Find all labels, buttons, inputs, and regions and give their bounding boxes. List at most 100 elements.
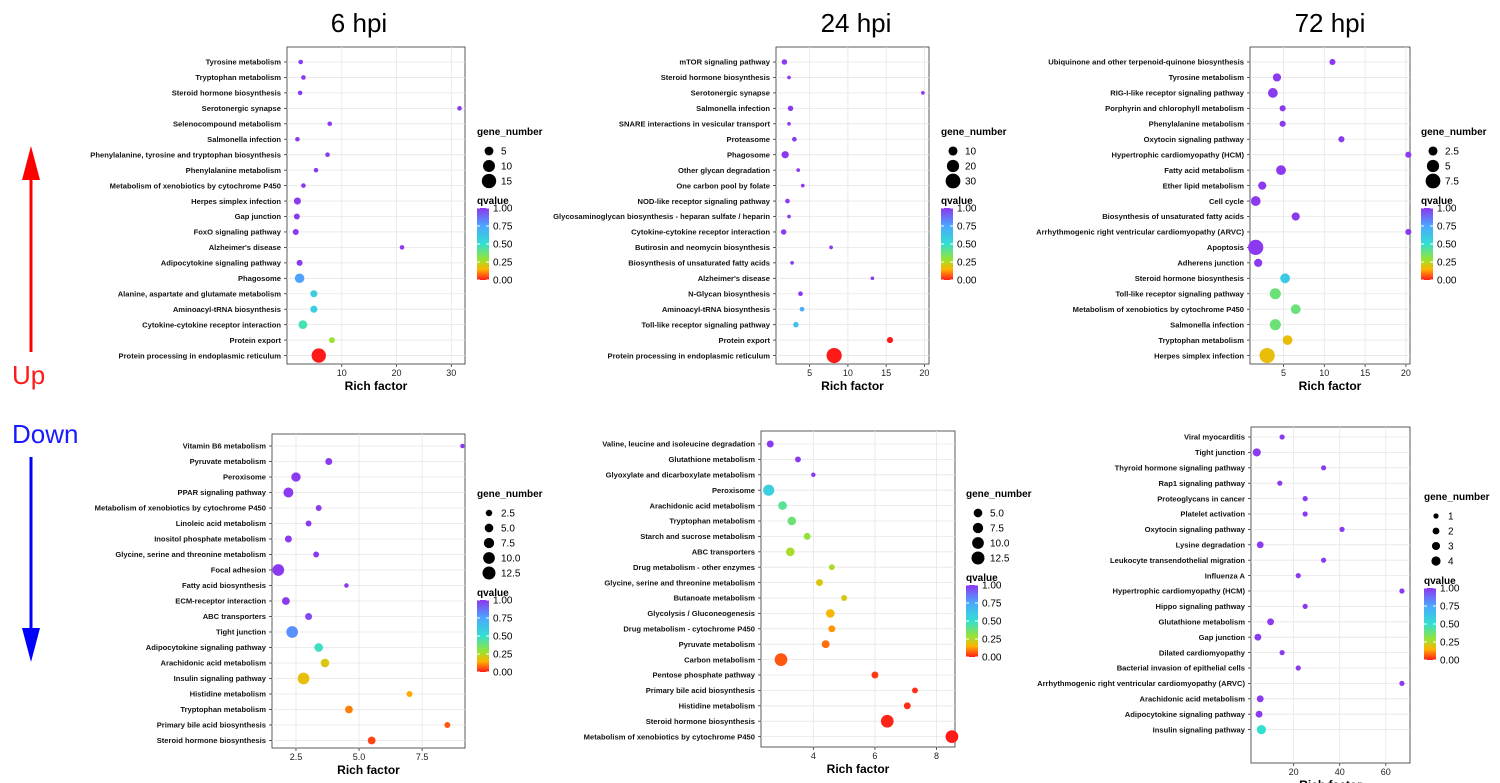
data-point (828, 625, 836, 633)
term-label: Starch and sucrose metabolism (640, 532, 755, 541)
size-legend-dot (1426, 159, 1440, 173)
term-label: Bacterial invasion of epithelial cells (1117, 664, 1245, 673)
data-point (1282, 335, 1293, 345)
size-legend-label: 20 (965, 162, 977, 173)
panel-72hpi-down: 20 40 60 Viral myocarditis Tight junction Thy… (1037, 426, 1490, 783)
data-point (399, 245, 405, 250)
term-label: Peroxisome (712, 486, 755, 495)
data-point (766, 440, 774, 448)
size-legend-label: 10 (501, 162, 513, 173)
x-tick-label: 20 (392, 368, 402, 378)
term-label: Metabolism of xenobiotics by cytochrome … (95, 504, 266, 513)
size-legend-title: gene_number (1424, 492, 1490, 503)
data-point (778, 501, 787, 510)
data-point (310, 305, 318, 313)
data-point (799, 306, 805, 312)
size-legend-dot (948, 146, 958, 156)
data-point (1399, 680, 1405, 687)
data-point (292, 228, 299, 235)
term-label: Serotonergic synapse (202, 104, 281, 113)
data-point (787, 105, 794, 112)
panel-24hpi-up: 5 10 15 20 mTOR signaling pathway Steroid hor… (553, 46, 1007, 393)
x-tick-label: 10 (1319, 368, 1329, 378)
data-point (344, 583, 349, 588)
size-legend-dot (482, 566, 496, 580)
x-tick-label: 20 (1401, 368, 1411, 378)
plot-area (760, 430, 956, 748)
color-legend-label: 0.75 (493, 614, 513, 625)
data-point (286, 626, 299, 638)
term-label: Protein export (719, 336, 771, 345)
data-point (828, 564, 835, 571)
term-label: Butanoate metabolism (674, 594, 756, 603)
term-label: Serotonergic synapse (691, 89, 770, 98)
term-label: Protein processing in endoplasmic reticu… (608, 351, 771, 360)
term-label: Platelet activation (1180, 510, 1245, 519)
data-point (781, 59, 788, 65)
term-label: Arachidonic acid metabolism (1140, 695, 1246, 704)
data-point (1256, 725, 1266, 735)
term-label: Adipocytokine signaling pathway (161, 259, 282, 268)
data-point (781, 151, 789, 159)
size-legend-title: gene_number (941, 127, 1007, 138)
data-point (792, 136, 797, 142)
data-point (1259, 347, 1275, 364)
size-legend-title: gene_number (966, 489, 1032, 500)
data-point (1279, 650, 1285, 656)
size-legend-label: 4 (1448, 557, 1454, 568)
color-legend-label: 1.00 (1437, 204, 1457, 215)
color-legend-title: qvalue (1421, 196, 1453, 207)
data-point (1279, 434, 1285, 440)
color-legend-label: 0.25 (957, 258, 977, 269)
data-point (325, 152, 330, 157)
term-label: Metabolism of xenobiotics by cytochrome … (110, 181, 281, 190)
panel-6hpi-up: 10 20 30 Tyrosine metabolism Tryptophan meta… (90, 46, 543, 393)
x-tick-label: 15 (1360, 368, 1370, 378)
data-point (1399, 588, 1405, 594)
x-tick-label: 5 (807, 368, 812, 378)
data-point (1338, 136, 1345, 143)
data-point (1256, 541, 1264, 549)
data-point (320, 658, 330, 668)
term-label: Peroxisome (223, 473, 266, 482)
data-point (903, 702, 911, 710)
data-point (1269, 319, 1281, 331)
term-label: Primary bile acid biosynthesis (646, 686, 755, 695)
size-legend: gene_number 5 10 15 (477, 127, 543, 189)
term-label: Adipocytokine signaling pathway (146, 643, 267, 652)
term-label: Influenza A (1205, 571, 1246, 580)
term-label: Alzheimer's disease (698, 274, 770, 283)
term-label: Alzheimer's disease (209, 243, 281, 252)
term-label: Carbon metabolism (684, 655, 755, 664)
data-point (816, 579, 823, 587)
x-tick-label: 15 (881, 368, 891, 378)
term-label: SNARE interactions in vesicular transpor… (619, 120, 771, 129)
data-point (780, 229, 787, 235)
term-label: Phenylalanine metabolism (1149, 120, 1245, 129)
size-legend-label: 30 (965, 177, 977, 188)
color-legend-label: 1.00 (493, 596, 513, 607)
data-point (293, 213, 300, 220)
x-tick-label: 8 (934, 751, 939, 761)
data-point (826, 347, 842, 364)
color-legend-label: 0.75 (1440, 602, 1460, 613)
data-point (880, 714, 894, 728)
x-axis-label: Rich factor (821, 379, 884, 393)
term-label: Rap1 signaling pathway (1158, 479, 1245, 488)
down-arrow-head (22, 628, 40, 662)
data-point (1339, 526, 1345, 533)
data-point (785, 547, 795, 557)
size-legend-label: 5 (501, 147, 507, 158)
term-label: N-Glycan biosynthesis (688, 289, 770, 298)
data-point (821, 640, 830, 649)
data-point (763, 484, 775, 496)
color-legend-label: 0.00 (1437, 276, 1457, 287)
size-legend: gene_number 5.0 7.5 10.0 12.5 (966, 489, 1032, 565)
column-title-6hpi: 6 hpi (331, 8, 387, 38)
data-point (1280, 273, 1290, 284)
term-label: Hypertrophic cardiomyopathy (HCM) (1113, 587, 1246, 596)
term-label: Insulin signaling pathway (174, 674, 267, 683)
term-label: Glycosaminoglycan biosynthesis - heparan… (553, 212, 770, 221)
panel-24hpi-down: 4 6 8 Valine, leucine and isoleucine degrad… (584, 430, 1032, 776)
